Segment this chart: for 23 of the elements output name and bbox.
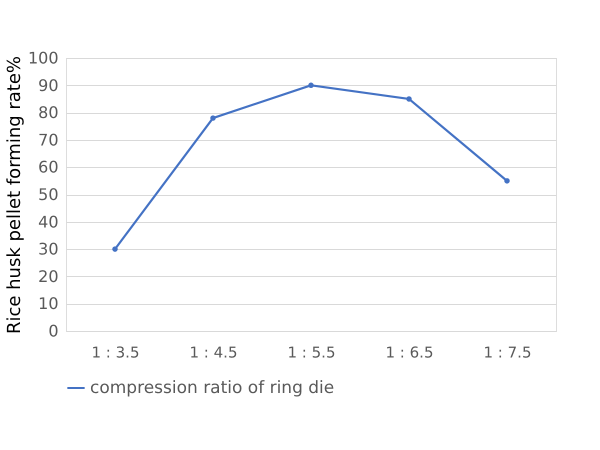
point (504, 178, 510, 184)
point (308, 82, 314, 88)
y-tick-label: 30 (38, 240, 58, 259)
point (210, 115, 216, 121)
y-tick-label: 80 (38, 103, 58, 122)
legend-label: compression ratio of ring die (90, 378, 334, 398)
y-tick-label: 40 (38, 212, 58, 232)
y-axis-title: Rice husk pellet forming rate% (4, 56, 25, 334)
y-tick-label: 10 (38, 294, 58, 314)
y-tick-label: 60 (38, 158, 58, 177)
y-tick-label: 70 (38, 130, 58, 150)
y-tick-label: 50 (38, 185, 58, 204)
x-tick-label: 1 : 7.5 (484, 344, 532, 362)
y-tick-label: 100 (28, 48, 58, 68)
y-tick-label: 20 (38, 266, 58, 286)
y-tick-label: 90 (38, 76, 58, 95)
x-tick-label: 1 : 6.5 (386, 344, 434, 362)
x-tick-label: 1 : 4.5 (190, 344, 238, 362)
y-tick-label: 0 (48, 322, 58, 340)
point (406, 96, 412, 102)
x-tick-label: 1 : 5.5 (288, 344, 336, 362)
point (112, 246, 118, 252)
x-tick-label: 1 : 3.5 (92, 344, 140, 362)
